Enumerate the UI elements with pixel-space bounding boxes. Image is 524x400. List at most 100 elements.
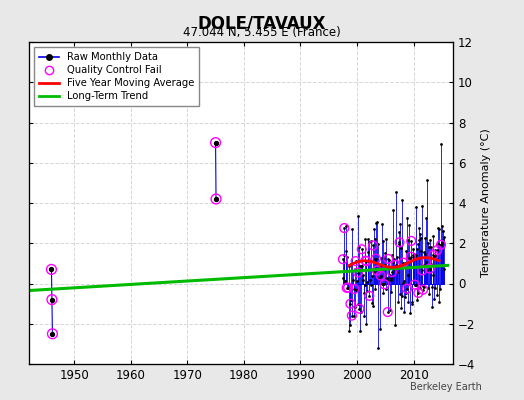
Point [433,247,441,253]
Point [430,296,438,302]
Point [433,247,441,253]
Point [378,281,386,288]
Point [352,258,360,264]
Point [372,220,380,226]
Point [381,236,390,242]
Point [343,285,351,291]
Point [372,256,380,262]
Point [416,285,424,291]
Point [371,256,379,262]
Point [380,255,388,262]
Point [420,249,429,256]
Point [347,260,355,267]
Point [367,282,375,288]
Point [383,276,391,283]
Point [401,294,409,301]
Point [362,258,370,264]
Point [380,281,389,288]
Point [369,242,377,249]
Point [384,309,392,315]
Point [384,256,392,262]
Point [428,284,436,290]
Point [438,223,446,229]
Point [400,309,408,316]
Point [436,242,444,248]
Point [343,285,351,291]
Point [362,258,370,264]
Point [430,253,439,259]
Point [384,256,392,262]
Point [411,254,419,260]
Point [419,286,427,293]
Point [358,272,367,278]
Point [367,272,376,279]
Point [407,238,416,244]
Point [412,282,420,289]
Point [341,278,350,284]
Point [425,266,434,272]
Point [440,266,448,273]
Point [421,251,429,258]
Point [400,260,409,266]
Point [407,254,415,260]
Point [413,296,422,303]
Point [362,321,370,327]
Point [376,326,384,332]
Point [396,220,405,227]
Point [437,141,445,147]
Y-axis label: Temperature Anomaly (°C): Temperature Anomaly (°C) [481,129,491,277]
Point [355,306,364,312]
Point [402,290,410,296]
Point [357,308,365,315]
Point [355,244,363,250]
Text: DOLE/TAVAUX: DOLE/TAVAUX [198,14,326,32]
Point [339,256,347,262]
Point [404,237,412,244]
Point [389,258,398,265]
Point [431,284,440,291]
Point [357,262,365,269]
Point [374,345,382,352]
Point [418,202,426,209]
Point [425,266,434,272]
Point [372,256,380,262]
Point [361,236,369,242]
Point [48,296,56,303]
Point [427,261,435,267]
Point [429,252,438,258]
Point [385,264,394,271]
Point [419,286,427,293]
Point [407,238,416,244]
Point [344,263,353,269]
Point [395,229,403,235]
Point [391,262,400,268]
Point [403,286,411,292]
Point [211,140,220,146]
Point [411,252,420,258]
Point [382,286,390,292]
Point [353,287,361,294]
Point [439,237,447,244]
Point [398,292,407,299]
Point [407,254,415,260]
Point [398,196,406,203]
Point [343,254,351,260]
Point [347,312,356,319]
Point [388,269,396,275]
Point [435,286,444,292]
Point [349,268,357,274]
Point [212,196,220,202]
Point [354,269,362,276]
Point [352,278,361,284]
Point [431,246,439,253]
Point [359,313,368,319]
Point [399,260,408,266]
Point [390,256,398,262]
Point [418,282,427,289]
Point [358,263,366,270]
Point [341,278,349,284]
Point [386,277,395,283]
Point [417,235,425,242]
Point [373,219,381,225]
Point [435,299,443,305]
